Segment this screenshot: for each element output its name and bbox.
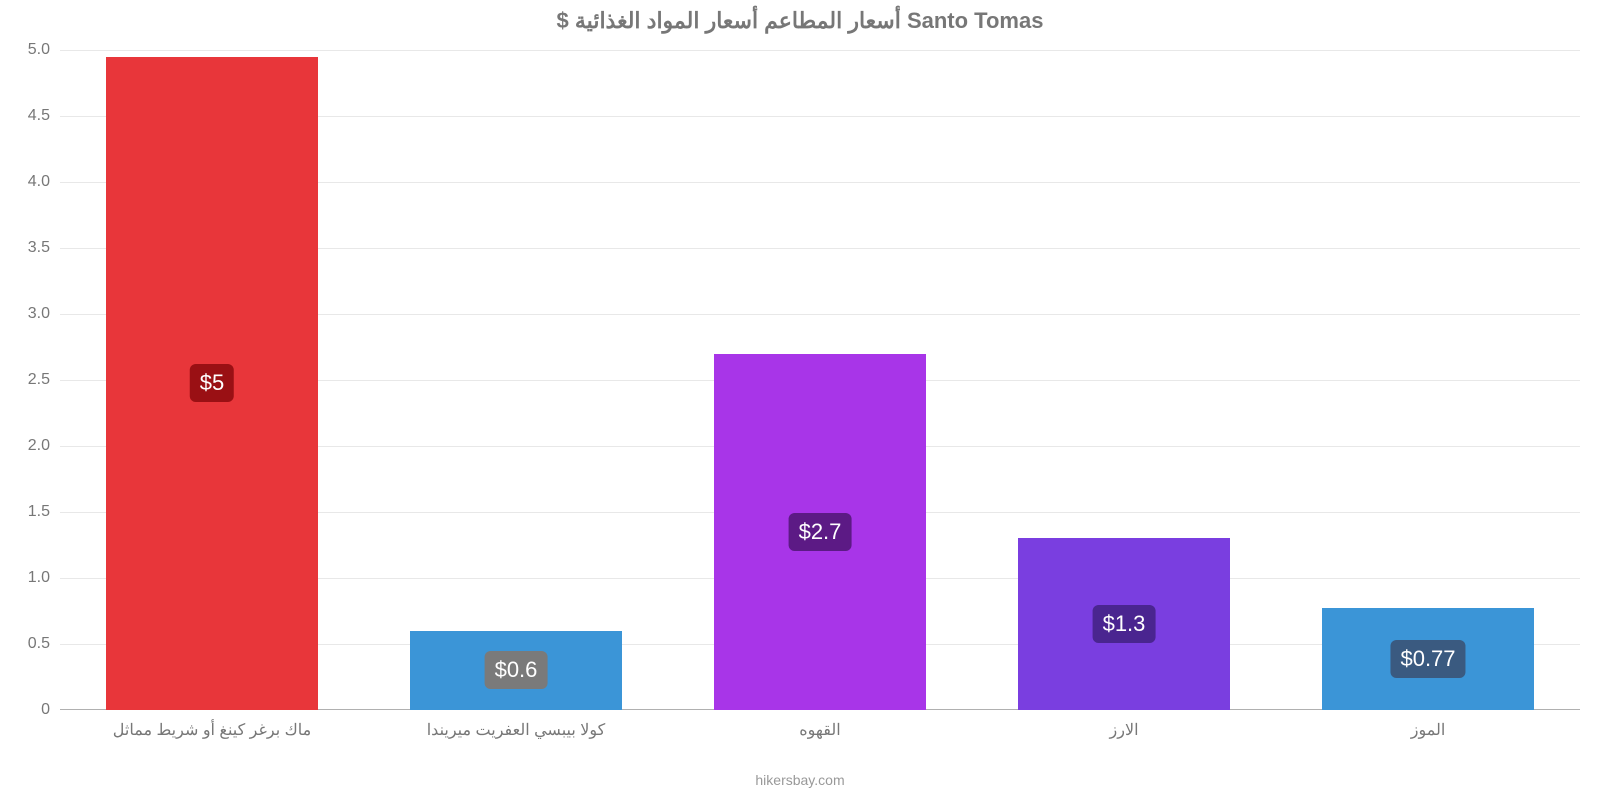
xtick-label: الارز [1109, 710, 1138, 740]
xtick-label: الموز [1411, 710, 1446, 740]
ytick-label: 2.0 [28, 437, 60, 455]
ytick-label: 0 [41, 701, 60, 719]
value-label: $5 [190, 364, 234, 402]
value-label: $1.3 [1093, 605, 1156, 643]
ytick-label: 4.0 [28, 173, 60, 191]
plot-area: 00.51.01.52.02.53.03.54.04.55.0$5ماك برغ… [60, 50, 1580, 710]
ytick-label: 2.5 [28, 371, 60, 389]
xtick-label: القهوه [799, 710, 840, 740]
ytick-label: 4.5 [28, 107, 60, 125]
value-label: $0.77 [1390, 640, 1465, 678]
ytick-label: 0.5 [28, 635, 60, 653]
ytick-label: 3.0 [28, 305, 60, 323]
ytick-label: 5.0 [28, 41, 60, 59]
chart-footer: hikersbay.com [0, 772, 1600, 788]
xtick-label: ماك برغر كينغ أو شريط مماثل [113, 710, 311, 740]
ytick-label: 1.5 [28, 503, 60, 521]
value-label: $2.7 [789, 513, 852, 551]
ytick-label: 1.0 [28, 569, 60, 587]
chart-title: $ أسعار المطاعم أسعار المواد الغذائية Sa… [0, 8, 1600, 34]
gridline [60, 50, 1580, 51]
xtick-label: كولا بيبسي العفريت ميريندا [427, 710, 606, 740]
value-label: $0.6 [485, 651, 548, 689]
ytick-label: 3.5 [28, 239, 60, 257]
